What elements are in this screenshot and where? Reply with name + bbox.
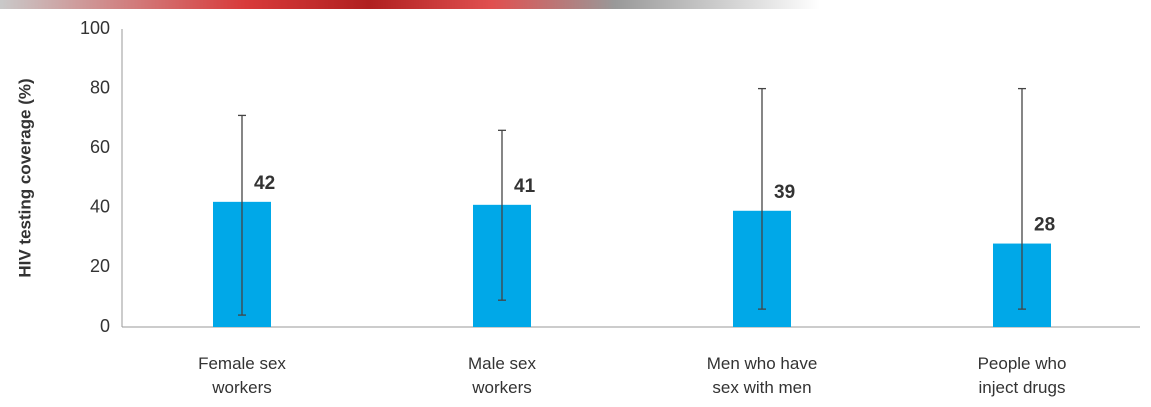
x-tick-label: Male sex workers	[467, 354, 537, 397]
x-tick-label: Female sex workers	[198, 354, 286, 397]
value-label: 39	[774, 182, 795, 203]
y-tick-label: 0	[100, 316, 110, 336]
y-tick-label: 80	[90, 77, 110, 97]
header-photo	[0, 0, 820, 9]
x-tick-label: Men who have sex with men	[706, 354, 818, 397]
y-tick-label: 60	[90, 137, 110, 157]
value-label: 28	[1034, 215, 1055, 236]
value-label: 41	[514, 176, 536, 197]
y-axis-label: HIV testing coverage (%)	[15, 78, 34, 277]
value-label: 42	[254, 173, 275, 194]
y-tick-label: 20	[90, 256, 110, 276]
x-tick-label: People who inject drugs	[977, 354, 1067, 397]
y-tick-label: 40	[90, 197, 110, 217]
y-tick-label: 100	[80, 18, 110, 38]
